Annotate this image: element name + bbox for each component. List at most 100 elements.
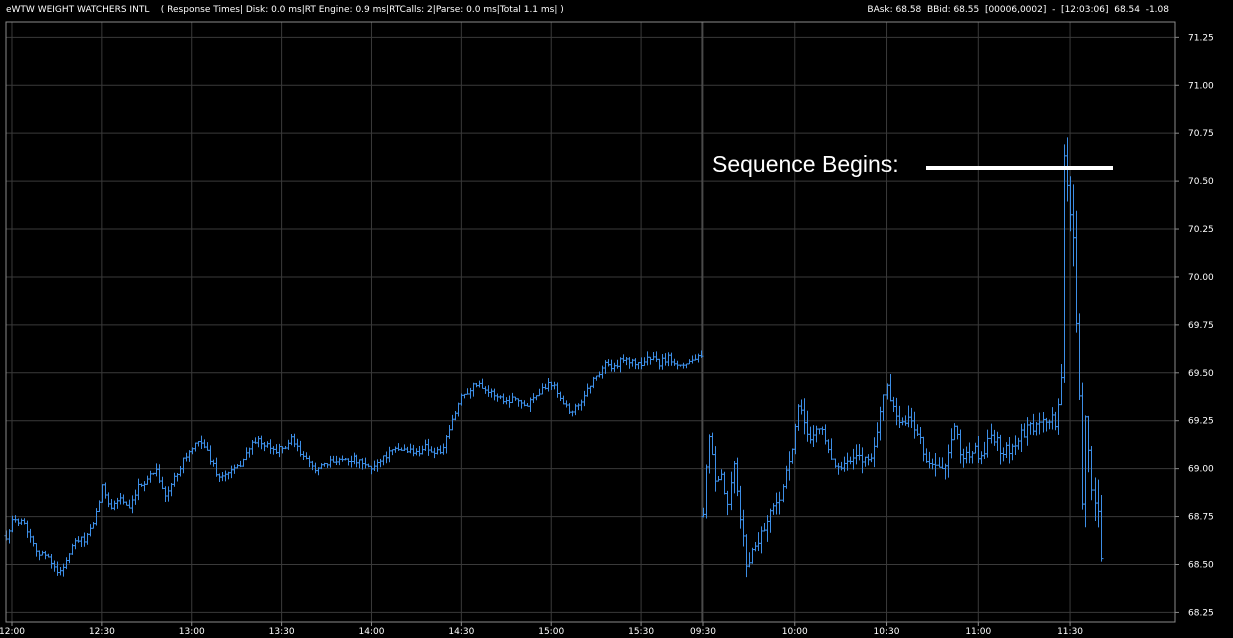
ohlc-bar (615, 359, 620, 369)
ohlc-bar (172, 472, 177, 487)
ohlc-bar (909, 407, 914, 428)
ohlc-bar (64, 557, 69, 570)
x-tick-label: 10:00 (782, 627, 808, 637)
ohlc-bar (964, 446, 969, 464)
ohlc-bar (588, 385, 593, 394)
ohlc-bar (286, 439, 291, 450)
ohlc-bar (354, 454, 359, 468)
ohlc-bar (1083, 415, 1088, 528)
ohlc-bar (280, 446, 285, 454)
ohlc-bar (1080, 382, 1085, 510)
x-tick-label: 11:30 (1057, 627, 1083, 637)
y-tick-label: 69.50 (1188, 369, 1214, 379)
y-axis: 71.25 71.00 70.75 70.50 70.25 70.00 69.75 69.50… (1175, 33, 1214, 618)
ohlc-bar (154, 463, 159, 477)
ohlc-bar (1059, 363, 1064, 406)
ohlc-bar (193, 442, 198, 452)
y-tick-label: 68.75 (1188, 513, 1214, 523)
ohlc-bar (244, 447, 249, 461)
ohlc-bar (955, 425, 960, 440)
ohlc-bar (808, 426, 813, 444)
ohlc-bar (1041, 412, 1046, 433)
perf-stats: ( Response Times| Disk: 0.0 ms|RT Engine… (160, 5, 564, 15)
ohlc-bar (784, 465, 789, 489)
ohlc-bar (103, 482, 108, 499)
ohlc-bar (696, 353, 701, 363)
ohlc-bar (1037, 412, 1042, 435)
ohlc-bar (710, 432, 715, 456)
ohlc-bar (995, 431, 1000, 452)
ohlc-bar (1062, 144, 1067, 383)
ohlc-bar (453, 410, 458, 421)
ohlc-bar (881, 394, 886, 421)
ohlc-bar (52, 560, 57, 572)
ohlc-bar (579, 399, 584, 411)
ohlc-bar (796, 404, 801, 431)
ohlc-bar (811, 425, 816, 448)
ohlc-bar (363, 457, 368, 469)
ohlc-bar (166, 486, 171, 502)
ohlc-bar (875, 422, 880, 448)
ohlc-bar (704, 464, 709, 519)
x-tick-label: 12:30 (89, 627, 115, 637)
ohlc-bar (645, 351, 650, 366)
x-axis: 12:00 12:30 13:00 13:30 14:00 14:30 15:00 15:30… (0, 622, 1083, 637)
ohlc-bar (606, 359, 611, 367)
ohlc-bar (477, 380, 482, 388)
ohlc-bar (771, 503, 776, 515)
ohlc-bar (232, 464, 237, 474)
ohlc-bar (121, 494, 126, 505)
ohlc-bar (612, 362, 617, 372)
ohlc-bar (169, 482, 174, 497)
ohlc-bar (408, 443, 413, 454)
ohlc-bar (654, 351, 659, 362)
ohlc-bar (163, 486, 168, 502)
ohlc-bar (441, 443, 446, 455)
ohlc-bar (872, 437, 877, 468)
ohlc-bar (217, 473, 222, 482)
ohlc-bar (1004, 442, 1009, 458)
ohlc-bar (558, 391, 563, 402)
ohlc-bar (609, 359, 614, 372)
ohlc-bar (16, 518, 21, 527)
ohlc-bar (657, 358, 662, 370)
ohlc-bar (235, 464, 240, 469)
symbol-title: eWTW WEIGHT WATCHERS INTL ( Response Tim… (6, 5, 564, 15)
ohlc-bar (112, 500, 117, 511)
ohlc-bar (927, 451, 932, 469)
ohlc-bar (340, 455, 345, 462)
ohlc-bar (937, 457, 942, 468)
ohlc-bar (897, 405, 902, 429)
ohlc-bar (106, 492, 111, 508)
ohlc-bar (229, 465, 234, 479)
ohlc-bar (747, 552, 752, 568)
ohlc-bar (660, 353, 665, 370)
ohlc-bar (725, 490, 730, 516)
ohlc-bar (471, 382, 476, 397)
ohlc-bar (958, 429, 963, 464)
ohlc-bar (690, 355, 695, 364)
ohlc-bar (663, 353, 668, 366)
ohlc-bar (495, 393, 500, 402)
ohlc-bar (1071, 184, 1076, 267)
ohlc-bar (998, 434, 1003, 465)
ohlc-bar (1013, 435, 1018, 455)
ohlc-bar (480, 378, 485, 389)
ohlc-bar (857, 443, 862, 461)
ohlc-bar (777, 491, 782, 515)
ohlc-bar (848, 456, 853, 465)
grid-lines (6, 22, 1175, 622)
ohlc-bar (223, 470, 228, 482)
ohlc-bar (753, 541, 758, 552)
ohlc-bar (555, 382, 560, 398)
ohlc-bar (334, 455, 339, 466)
ohlc-bar (799, 399, 804, 415)
ohlc-bar (91, 521, 96, 529)
ohlc-bar (744, 534, 749, 578)
ohlc-bar (805, 410, 810, 442)
ohlc-bar (933, 453, 938, 477)
ohlc-bar (790, 448, 795, 464)
ohlc-bar (100, 484, 105, 503)
ohlc-bar (863, 456, 868, 467)
